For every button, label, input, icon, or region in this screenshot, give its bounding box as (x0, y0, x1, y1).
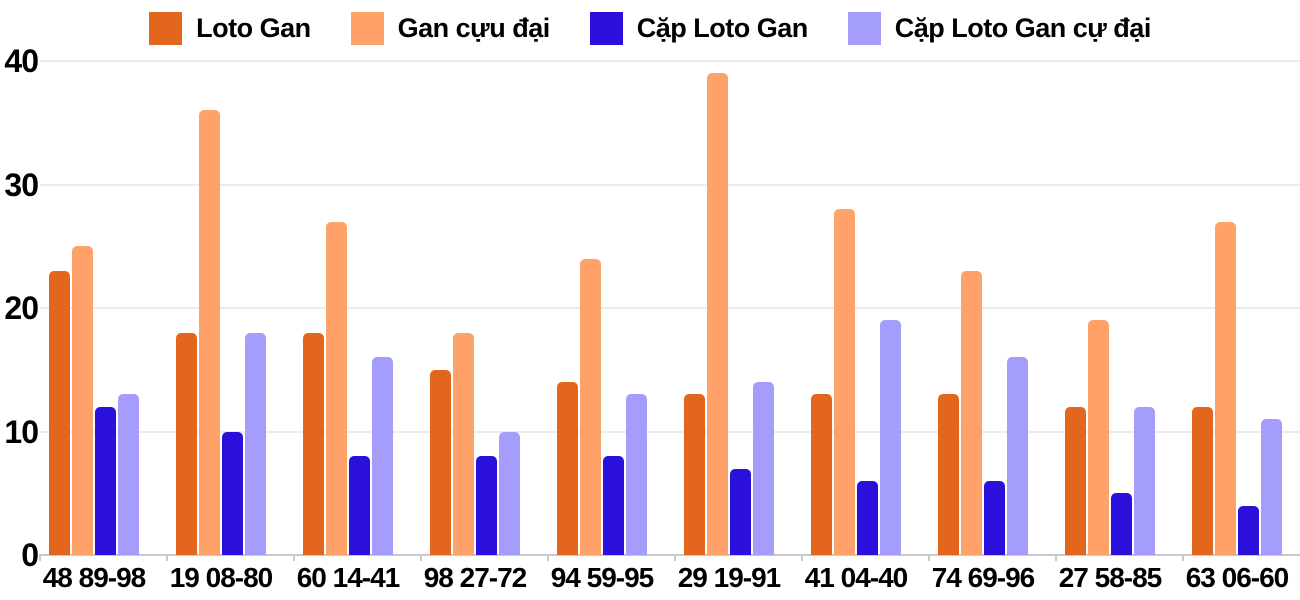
bar[interactable] (326, 221, 347, 555)
bar[interactable] (1088, 320, 1109, 555)
bar[interactable] (1215, 221, 1236, 555)
bar[interactable] (1261, 419, 1282, 555)
x-axis-tick (166, 554, 168, 561)
bar[interactable] (1134, 406, 1155, 555)
x-category-label: 94 59-95 (550, 562, 655, 593)
bar[interactable] (811, 394, 832, 555)
y-tick-label: 0 (21, 537, 39, 573)
gridline (40, 307, 1300, 309)
legend-item: Cặp Loto Gan (589, 11, 809, 45)
bar[interactable] (199, 110, 220, 555)
x-category-label: 48 89-98 (42, 562, 147, 593)
legend-item: Cặp Loto Gan cự đại (847, 11, 1152, 45)
x-category-label: 27 58-85 (1058, 562, 1163, 593)
y-tick-label: 30 (4, 166, 39, 203)
bar[interactable] (580, 258, 601, 555)
x-axis-tick (39, 554, 41, 561)
bar[interactable] (984, 480, 1005, 555)
legend-item-label: Cặp Loto Gan (636, 12, 809, 43)
x-category-label: 98 27-72 (423, 562, 528, 593)
legend-swatch (589, 11, 623, 45)
bar[interactable] (245, 332, 266, 555)
legend-item: Gan cựu đại (350, 11, 551, 45)
gridline (40, 430, 1300, 433)
bar[interactable] (834, 209, 855, 555)
bar[interactable] (626, 394, 647, 555)
legend-swatch (350, 11, 384, 45)
x-axis-tick (674, 554, 676, 561)
legend-item: Loto Gan (149, 11, 311, 45)
bar[interactable] (176, 332, 197, 555)
bar[interactable] (430, 369, 451, 555)
bar[interactable] (476, 456, 497, 555)
bar[interactable] (95, 406, 116, 555)
bar[interactable] (499, 431, 520, 555)
bar[interactable] (1111, 493, 1132, 555)
bar[interactable] (303, 332, 324, 555)
bar[interactable] (557, 382, 578, 555)
x-category-label: 63 06-60 (1185, 562, 1290, 593)
x-axis-tick (293, 554, 295, 561)
bar[interactable] (857, 480, 878, 555)
bar[interactable] (1007, 357, 1028, 555)
gridline (40, 60, 1300, 62)
x-axis-tick (547, 554, 549, 561)
x-axis-tick (928, 554, 930, 561)
bar[interactable] (730, 468, 751, 555)
bar[interactable] (118, 394, 139, 555)
bar[interactable] (72, 246, 93, 555)
bar[interactable] (453, 332, 474, 555)
legend-swatch (847, 11, 881, 45)
x-category-label: 60 14-41 (296, 562, 401, 593)
bar[interactable] (707, 73, 728, 555)
bar[interactable] (222, 431, 243, 555)
bar[interactable] (49, 270, 70, 555)
x-category-label: 41 04-40 (804, 562, 909, 593)
x-category-label: 29 19-91 (677, 562, 782, 593)
bar[interactable] (603, 456, 624, 555)
bar[interactable] (961, 270, 982, 555)
bar[interactable] (1192, 406, 1213, 555)
bar[interactable] (684, 394, 705, 555)
legend-item-label: Gan cựu đại (397, 12, 551, 43)
y-tick-label: 10 (4, 413, 39, 450)
chart-legend: Loto Gan Gan cựu đại Cặp Loto Gan Cặp Loto … (0, 8, 1300, 48)
bar[interactable] (1065, 406, 1086, 555)
bar[interactable] (349, 456, 370, 555)
x-category-label: 74 69-96 (931, 562, 1036, 593)
y-tick-label: 20 (4, 290, 39, 326)
legend-item-label: Loto Gan (196, 12, 311, 43)
legend-swatch (149, 11, 183, 45)
x-axis-tick (1055, 554, 1057, 561)
legend-item-label: Cặp Loto Gan cự đại (894, 12, 1152, 43)
bar[interactable] (880, 320, 901, 555)
bar[interactable] (938, 394, 959, 555)
x-axis-tick (1182, 554, 1184, 561)
y-tick-label: 40 (4, 43, 39, 79)
x-axis-line (40, 554, 1300, 556)
bar[interactable] (753, 382, 774, 555)
x-axis-tick (801, 554, 803, 561)
gridline (40, 183, 1300, 186)
x-axis-tick (420, 554, 422, 561)
bar[interactable] (372, 357, 393, 555)
x-category-label: 19 08-80 (169, 562, 274, 593)
bar[interactable] (1238, 505, 1259, 555)
